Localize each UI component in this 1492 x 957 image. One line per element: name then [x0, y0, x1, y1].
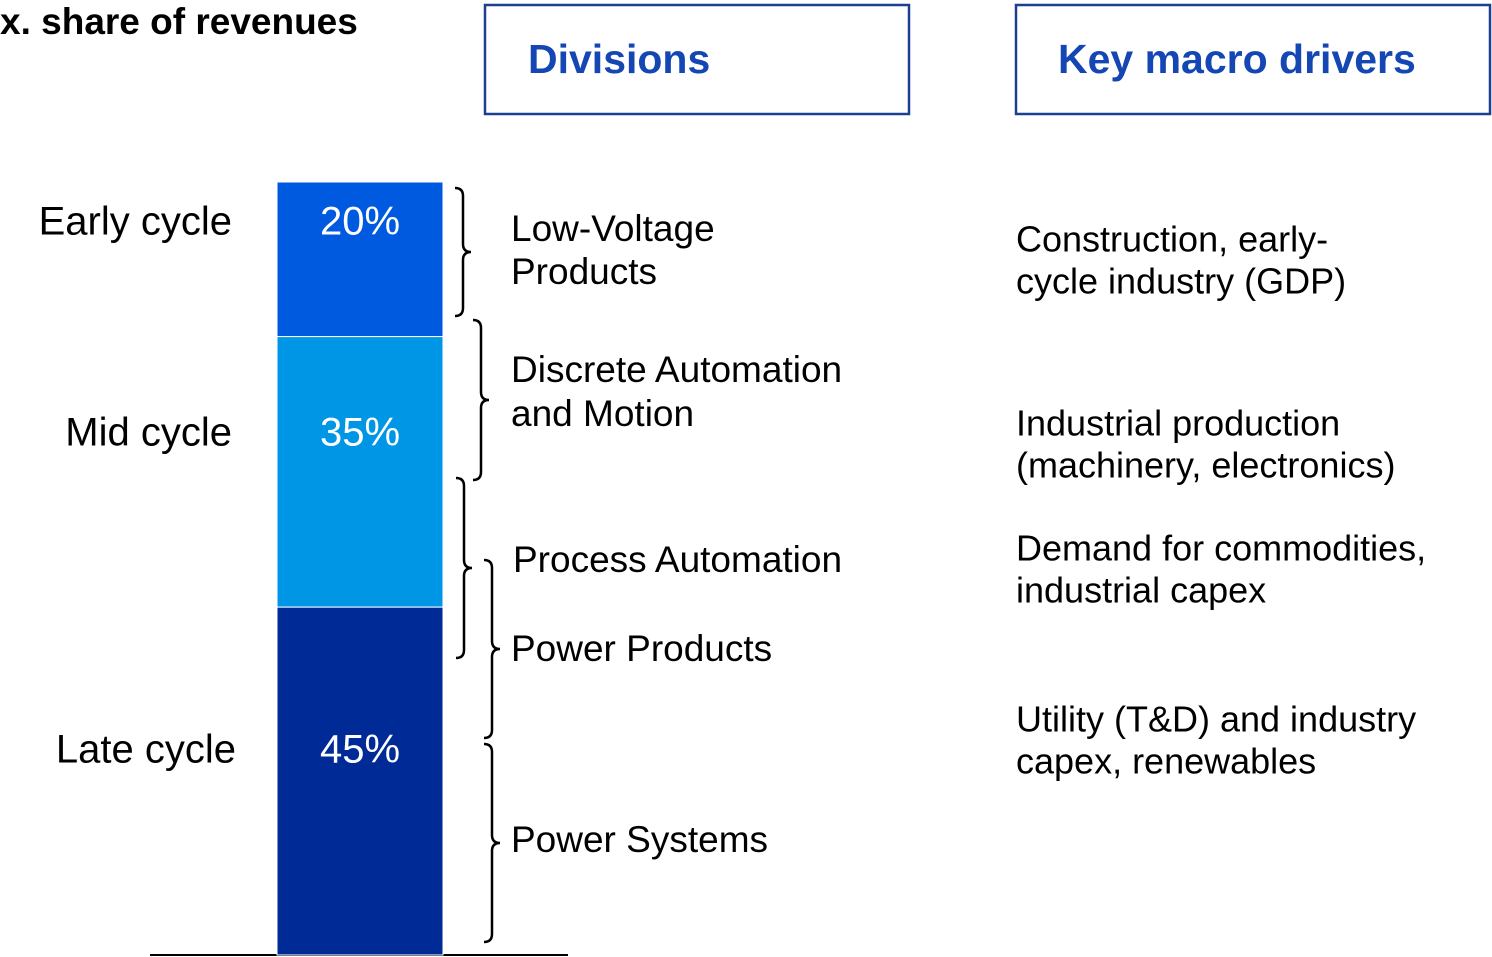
brace [455, 476, 473, 660]
category-label: Late cycle [56, 728, 236, 772]
driver-label: Construction, early- [1016, 219, 1328, 260]
bar-segment [276, 336, 444, 608]
driver-label: industrial capex [1016, 570, 1266, 611]
driver-label: (machinery, electronics) [1016, 445, 1395, 486]
category-label: Mid cycle [65, 411, 232, 455]
driver-label: capex, renewables [1016, 741, 1316, 782]
brace [483, 742, 501, 944]
driver-label: cycle industry (GDP) [1016, 261, 1346, 302]
divisions-header: Divisions [528, 36, 710, 82]
division-label: Low-Voltage [511, 208, 715, 249]
value-label: 20% [320, 200, 400, 244]
drivers-header: Key macro drivers [1058, 36, 1416, 82]
brace [472, 318, 490, 482]
division-label: Power Products [511, 628, 772, 669]
value-label: 35% [320, 411, 400, 455]
divisions-header-box [483, 3, 911, 116]
division-label: Discrete Automation [511, 349, 842, 390]
division-label: Power Systems [511, 819, 768, 860]
division-label: Process Automation [513, 539, 842, 580]
value-label: 45% [320, 728, 400, 772]
bar-segment [276, 606, 444, 956]
driver-label: Industrial production [1016, 403, 1340, 444]
division-label: Products [511, 251, 657, 292]
brace [483, 558, 501, 740]
chart-title: x. share of revenues [0, 1, 358, 42]
driver-label: Demand for commodities, [1016, 528, 1426, 569]
drivers-header-box [1014, 3, 1492, 116]
driver-label: Utility (T&D) and industry [1016, 699, 1416, 740]
category-label: Early cycle [39, 200, 232, 244]
division-label: and Motion [511, 393, 694, 434]
brace [454, 186, 472, 318]
bar-segment [276, 181, 444, 338]
